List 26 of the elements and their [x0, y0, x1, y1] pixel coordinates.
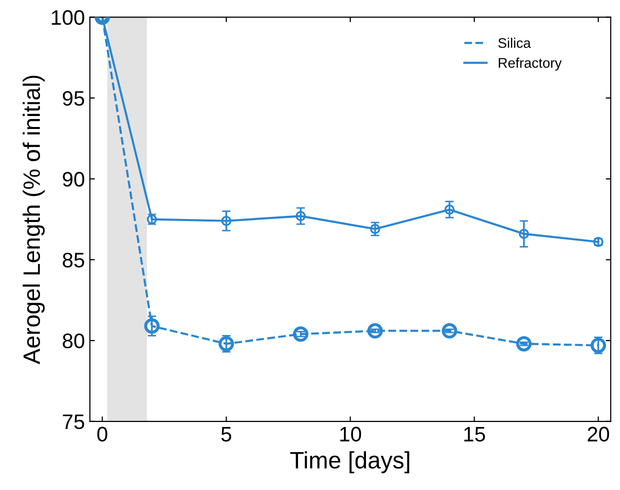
point: [590, 338, 606, 354]
point: [518, 228, 529, 239]
y-tick-label: 75: [62, 414, 84, 430]
point: [296, 210, 306, 222]
point: [218, 336, 234, 352]
point: [221, 216, 232, 226]
y-tick-label: 90: [62, 172, 84, 187]
y-tick-label: 95: [62, 91, 84, 106]
y-tick-label: 100: [52, 10, 84, 25]
legend-label: Silica: [498, 38, 531, 48]
y-axis-title: Aerogel Length (% of initial): [22, 76, 45, 364]
point: [367, 323, 383, 339]
point: [292, 326, 308, 342]
legend-label: Refractory: [498, 58, 562, 71]
x-tick-label: 0: [97, 426, 108, 442]
x-tick-label: 15: [464, 427, 486, 442]
x-axis-title: Time [days]: [290, 451, 410, 474]
x-tick-label: 10: [340, 426, 362, 442]
y-tick-label: 80: [62, 334, 84, 348]
x-tick-label: 5: [221, 427, 232, 442]
y-tick-label: 85: [62, 252, 84, 268]
x-tick-label: 20: [588, 426, 610, 442]
point: [444, 204, 455, 215]
point: [144, 318, 160, 334]
point: [516, 336, 532, 352]
point: [442, 323, 458, 339]
